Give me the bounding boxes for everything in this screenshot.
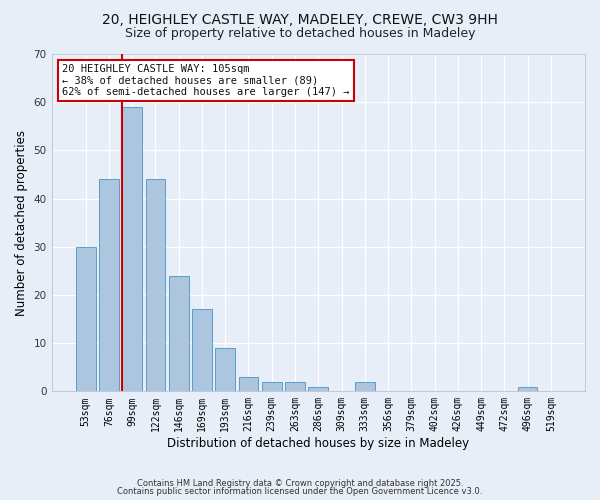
Text: Contains HM Land Registry data © Crown copyright and database right 2025.: Contains HM Land Registry data © Crown c…: [137, 478, 463, 488]
Bar: [239, 377, 259, 392]
Text: Size of property relative to detached houses in Madeley: Size of property relative to detached ho…: [125, 28, 475, 40]
Text: 20 HEIGHLEY CASTLE WAY: 105sqm
← 38% of detached houses are smaller (89)
62% of : 20 HEIGHLEY CASTLE WAY: 105sqm ← 38% of …: [62, 64, 350, 98]
Bar: [518, 386, 538, 392]
Text: Contains public sector information licensed under the Open Government Licence v3: Contains public sector information licen…: [118, 487, 482, 496]
Bar: [99, 180, 119, 392]
Bar: [146, 180, 166, 392]
Y-axis label: Number of detached properties: Number of detached properties: [15, 130, 28, 316]
X-axis label: Distribution of detached houses by size in Madeley: Distribution of detached houses by size …: [167, 437, 469, 450]
Bar: [308, 386, 328, 392]
Bar: [169, 276, 188, 392]
Text: 20, HEIGHLEY CASTLE WAY, MADELEY, CREWE, CW3 9HH: 20, HEIGHLEY CASTLE WAY, MADELEY, CREWE,…: [102, 12, 498, 26]
Bar: [285, 382, 305, 392]
Bar: [215, 348, 235, 392]
Bar: [262, 382, 281, 392]
Bar: [122, 107, 142, 392]
Bar: [76, 247, 95, 392]
Bar: [192, 310, 212, 392]
Bar: [355, 382, 374, 392]
